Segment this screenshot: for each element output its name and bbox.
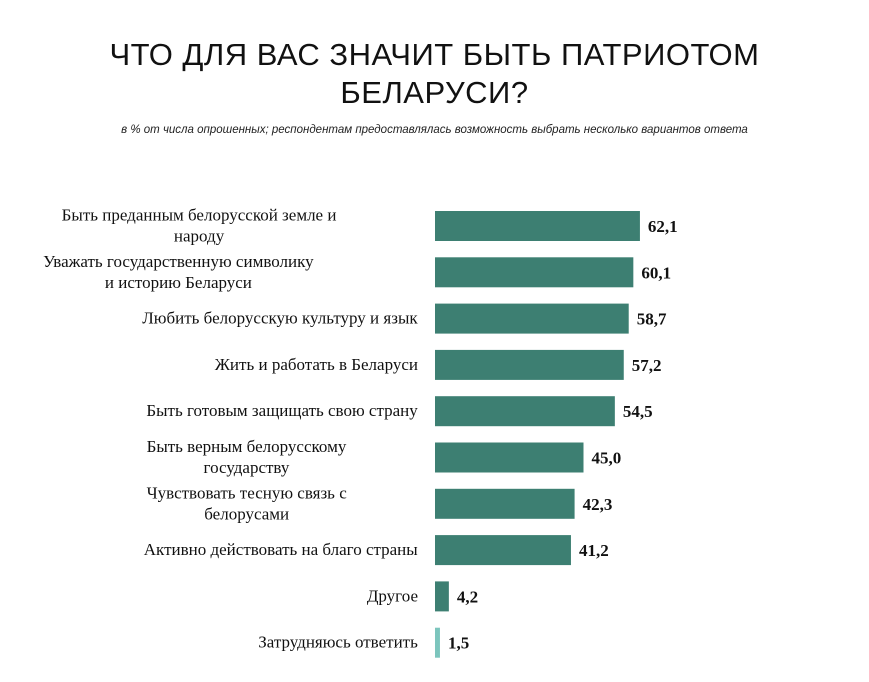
value-label-1: 60,1 <box>641 263 671 282</box>
chart-title-line-1: ЧТО ДЛЯ ВАС ЗНАЧИТ БЫТЬ ПАТРИОТОМ <box>109 37 760 72</box>
value-label-6: 42,3 <box>583 495 613 514</box>
value-label-9: 1,5 <box>448 634 469 653</box>
category-label-5-line-0: Быть верным белорусскому <box>147 437 347 456</box>
category-label-2-line-0: Любить белорусскую культуру и язык <box>142 309 418 328</box>
category-label-9-line-0: Затрудняюсь ответить <box>258 633 418 652</box>
category-label-1-line-1: и историю Беларуси <box>105 273 252 292</box>
bar-7 <box>435 535 571 566</box>
bar-5 <box>435 442 584 473</box>
category-label-8: Другое <box>367 586 418 605</box>
category-label-7: Активно действовать на благо страны <box>144 540 419 559</box>
bar-0 <box>435 211 640 241</box>
value-label-8: 4,2 <box>457 587 478 606</box>
value-label-2: 58,7 <box>637 310 667 329</box>
category-label-3-line-0: Жить и работать в Беларуси <box>215 355 418 374</box>
category-label-9: Затрудняюсь ответить <box>258 633 418 652</box>
chart-title: ЧТО ДЛЯ ВАС ЗНАЧИТ БЫТЬ ПАТРИОТОМ БЕЛАРУ… <box>0 36 869 112</box>
bar-3 <box>435 349 624 380</box>
category-label-6-line-1: белорусами <box>204 504 289 523</box>
bar-6 <box>435 488 575 519</box>
category-label-7-line-0: Активно действовать на благо страны <box>144 540 419 559</box>
value-label-3: 57,2 <box>632 356 662 375</box>
bar-9 <box>435 627 440 658</box>
category-label-0-line-1: народу <box>174 227 225 246</box>
category-label-1-line-0: Уважать государственную символику <box>43 252 314 271</box>
bar-4 <box>435 396 615 427</box>
chart-title-line-2: БЕЛАРУСИ? <box>340 75 529 110</box>
category-label-2: Любить белорусскую культуру и язык <box>142 309 418 328</box>
category-label-4-line-0: Быть готовым защищать свою страну <box>146 401 418 420</box>
value-label-7: 41,2 <box>579 541 609 560</box>
value-label-4: 54,5 <box>623 402 653 421</box>
category-label-0-line-0: Быть преданным белорусской земле и <box>62 206 337 225</box>
category-label-6-line-0: Чувствовать тесную связь с <box>147 483 348 502</box>
bar-8 <box>435 581 449 612</box>
chart-subtitle: в % от числа опрошенных; респондентам пр… <box>121 124 748 136</box>
value-label-0: 62,1 <box>648 217 678 236</box>
category-label-1: Уважать государственную символику и истор… <box>43 252 314 292</box>
category-label-8-line-0: Другое <box>367 586 418 605</box>
category-label-3: Жить и работать в Беларуси <box>215 355 418 374</box>
value-label-5: 45,0 <box>592 449 622 468</box>
category-label-0: Быть преданным белорусской земле и народу <box>62 206 337 246</box>
category-label-6: Чувствовать тесную связь с белорусами <box>147 483 348 523</box>
bar-1 <box>435 257 634 288</box>
category-label-5-line-1: государству <box>204 458 290 477</box>
bar-2 <box>435 303 629 334</box>
category-label-4: Быть готовым защищать свою страну <box>146 401 418 420</box>
category-label-5: Быть верным белорусскому государству <box>147 437 347 477</box>
